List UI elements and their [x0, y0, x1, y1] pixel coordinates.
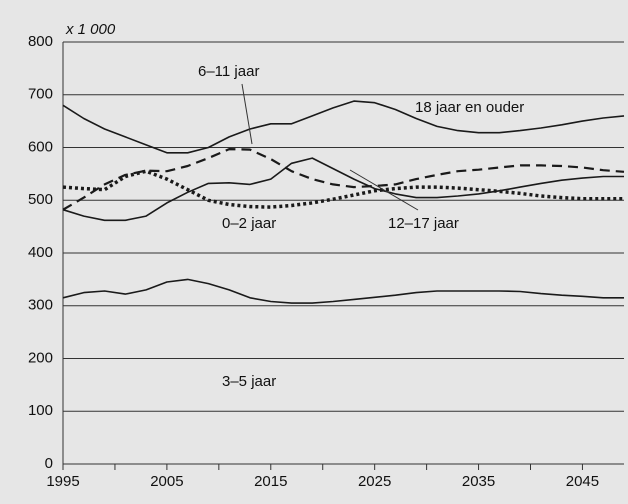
series-line: [62, 148, 625, 211]
x-tick-label: 1995: [46, 473, 79, 490]
x-tick-label: 2005: [150, 473, 183, 490]
y-tick-label: 0: [45, 455, 53, 472]
series-line: [62, 100, 625, 154]
series-label: 6–11 jaar: [198, 63, 259, 80]
y-tick-label: 200: [28, 349, 53, 366]
y-tick-label: 800: [28, 33, 53, 50]
x-tick-label: 2045: [566, 473, 599, 490]
series-label: 12–17 jaar: [388, 215, 459, 232]
leader-line: [349, 169, 419, 211]
series-line: [62, 157, 624, 222]
y-tick-label: 300: [28, 297, 53, 314]
series-line: [62, 278, 624, 304]
y-tick-label: 600: [28, 138, 53, 155]
series-label: 0–2 jaar: [222, 215, 276, 232]
x-tick-label: 2015: [254, 473, 287, 490]
leader-line: [241, 83, 253, 145]
y-tick-label: 100: [28, 402, 53, 419]
y-tick-label: 400: [28, 244, 53, 261]
x-tick-label: 2025: [358, 473, 391, 490]
x-tick-label: 2035: [462, 473, 495, 490]
series-label: 3–5 jaar: [222, 373, 276, 390]
y-tick-label: 500: [28, 191, 53, 208]
series-line: [62, 169, 624, 209]
y-axis-label: x 1 000: [65, 21, 116, 38]
series-label: 18 jaar en ouder: [415, 99, 524, 116]
y-tick-label: 700: [28, 86, 53, 103]
